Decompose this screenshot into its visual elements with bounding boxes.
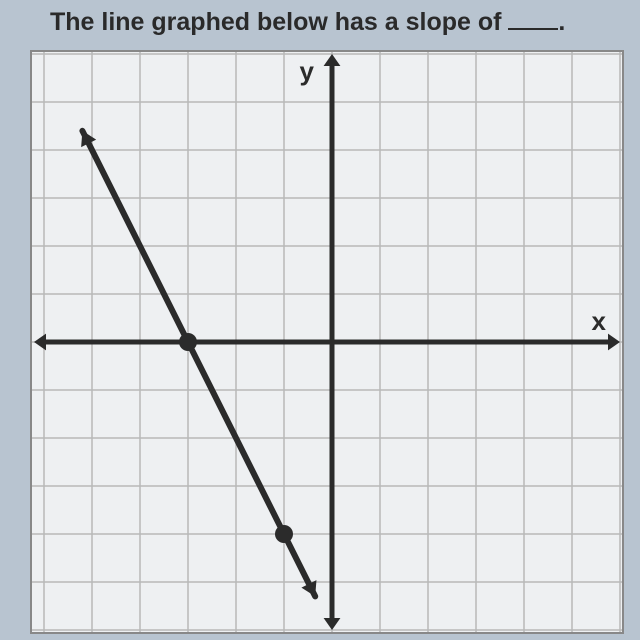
fill-in-blank[interactable] — [508, 10, 558, 30]
graph-area: xy — [30, 50, 624, 634]
question-prefix: The line graphed below has a slope of — [50, 8, 508, 36]
x-axis-label: x — [592, 306, 607, 336]
question-suffix: . — [558, 8, 565, 36]
plotted-point — [275, 525, 293, 543]
question-text: The line graphed below has a slope of . — [50, 8, 565, 37]
y-axis-label: y — [300, 56, 315, 86]
coordinate-graph: xy — [32, 52, 622, 632]
plotted-line — [81, 131, 316, 597]
plotted-point — [179, 333, 197, 351]
axes: xy — [34, 54, 620, 630]
